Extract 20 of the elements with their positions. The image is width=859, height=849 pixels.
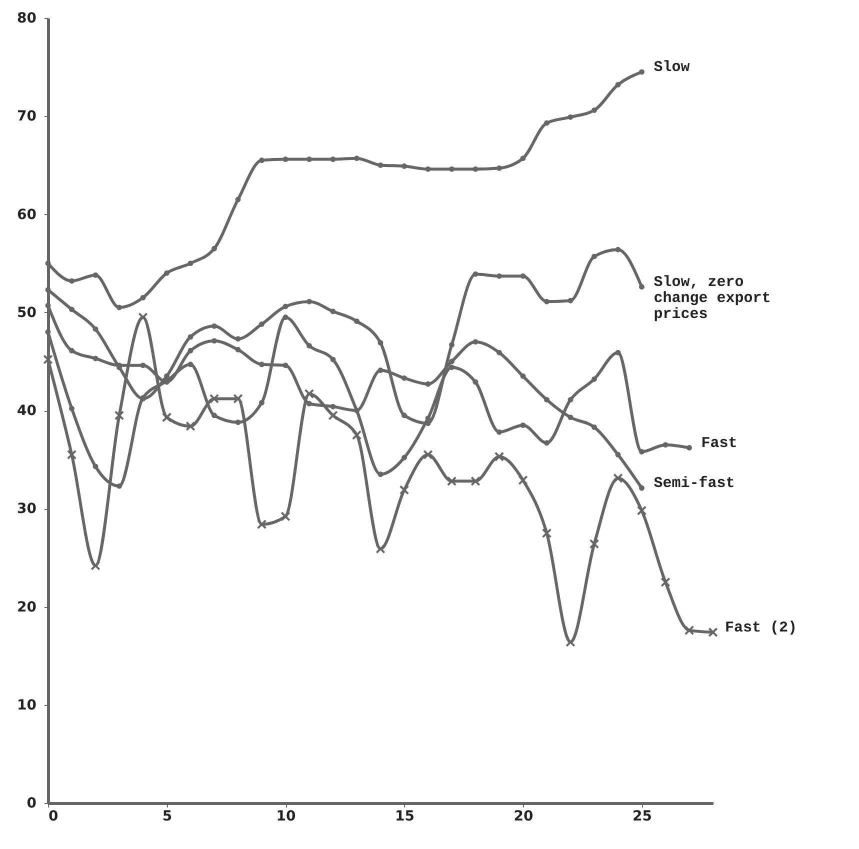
y-tick-label: 70 [17,108,37,125]
y-tick-label: 60 [17,206,37,223]
y-tick-label: 30 [17,501,37,518]
y-tick-label: 80 [17,10,37,26]
y-tick-label: 0 [26,796,37,812]
x-tick-label: 10 [276,808,296,824]
series-label: Semi-fast [654,475,735,492]
x-tick-label: 25 [632,808,652,824]
series-label: Fast (2) [725,619,798,636]
x-tick-label: 0 [48,808,58,824]
x-tick-label: 15 [395,808,414,824]
series-label: Slow, zero change export prices [654,274,771,323]
y-tick-label: 20 [17,599,37,616]
series-label: Slow [654,58,690,76]
x-tick-label: 20 [514,808,534,824]
series-label: Fast [701,434,738,452]
y-tick-label: 40 [17,403,37,419]
x-tick-label: 5 [162,808,172,824]
y-tick-label: 10 [17,697,37,714]
y-tick-label: 50 [17,304,37,321]
